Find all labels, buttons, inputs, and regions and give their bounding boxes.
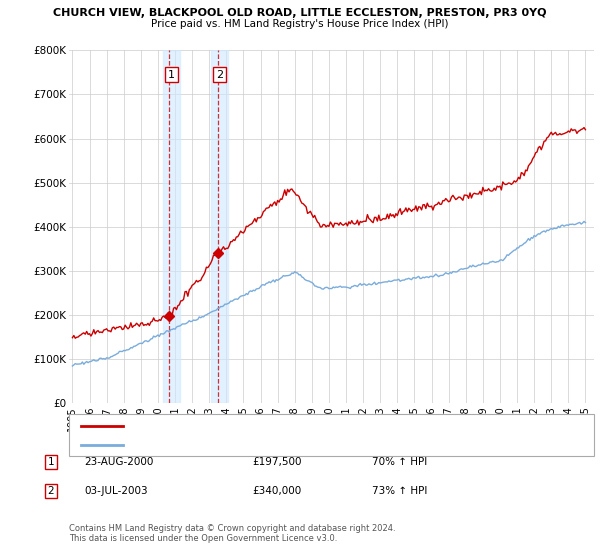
Text: 23-AUG-2000: 23-AUG-2000 [84, 457, 154, 467]
Text: 1: 1 [47, 457, 55, 467]
Text: 2: 2 [47, 486, 55, 496]
Text: 2: 2 [216, 69, 223, 80]
Text: 73% ↑ HPI: 73% ↑ HPI [372, 486, 427, 496]
Bar [163, 50, 180, 403]
Bar [211, 50, 228, 403]
Text: Contains HM Land Registry data © Crown copyright and database right 2024.
This d: Contains HM Land Registry data © Crown c… [69, 524, 395, 543]
Text: Price paid vs. HM Land Registry's House Price Index (HPI): Price paid vs. HM Land Registry's House … [151, 19, 449, 29]
Text: £197,500: £197,500 [252, 457, 302, 467]
Text: £340,000: £340,000 [252, 486, 301, 496]
Text: 03-JUL-2003: 03-JUL-2003 [84, 486, 148, 496]
Text: CHURCH VIEW, BLACKPOOL OLD ROAD, LITTLE ECCLESTON, PRESTON, PR3 0YQ: CHURCH VIEW, BLACKPOOL OLD ROAD, LITTLE … [53, 8, 547, 18]
Text: 70% ↑ HPI: 70% ↑ HPI [372, 457, 427, 467]
Text: 1: 1 [168, 69, 175, 80]
Text: HPI: Average price, detached house, Fylde: HPI: Average price, detached house, Fyld… [132, 440, 338, 450]
Text: CHURCH VIEW, BLACKPOOL OLD ROAD, LITTLE ECCLESTON, PRESTON, PR3 0YQ (detach: CHURCH VIEW, BLACKPOOL OLD ROAD, LITTLE … [132, 421, 563, 431]
